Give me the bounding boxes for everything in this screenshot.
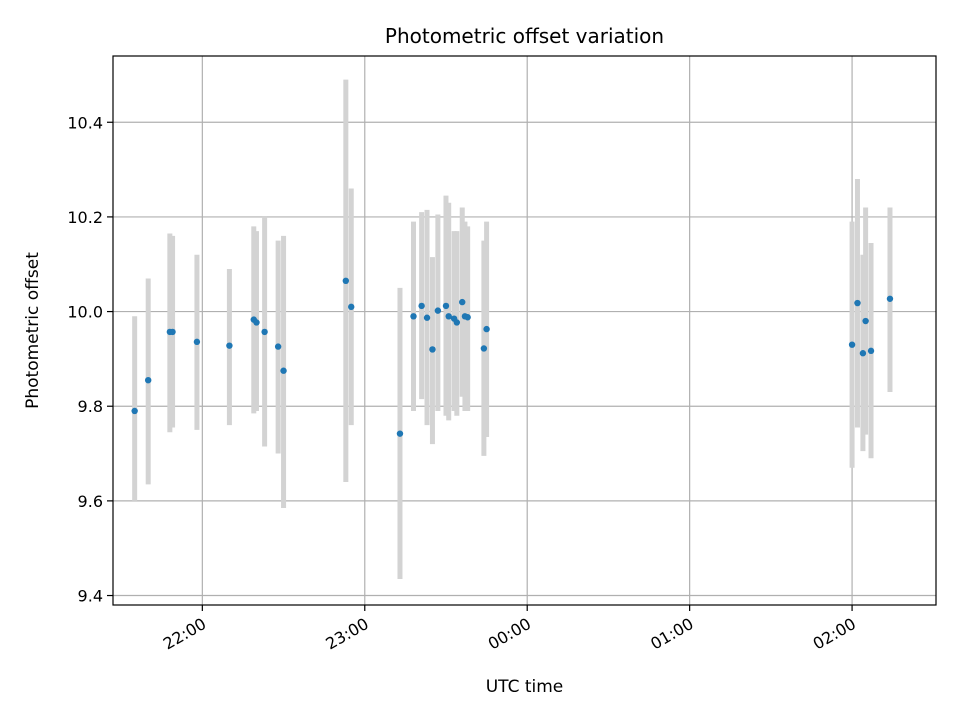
data-point	[859, 350, 867, 357]
y-tick-label: 10.0	[67, 303, 103, 322]
plot-area-frame	[112, 55, 937, 606]
x-axis-label: UTC time	[486, 677, 564, 697]
data-point	[169, 328, 176, 336]
data-points	[131, 277, 894, 437]
y-tick-label: 10.4	[67, 113, 103, 132]
data-point	[453, 319, 461, 326]
y-tick-label: 10.2	[67, 208, 103, 227]
chart-title: Photometric offset variation	[385, 24, 664, 48]
data-point	[396, 430, 404, 437]
data-point	[464, 314, 471, 321]
data-point	[131, 407, 138, 415]
data-point	[429, 346, 436, 353]
data-point	[434, 307, 442, 314]
data-point	[342, 277, 350, 285]
data-point	[274, 343, 282, 350]
data-point	[442, 302, 450, 310]
data-point	[261, 328, 268, 336]
y-axis-ticks: 9.4 9.6 9.8 10.0 10.2 10.4	[67, 113, 113, 606]
data-point	[854, 299, 861, 307]
data-point	[862, 317, 869, 325]
data-point	[886, 295, 894, 302]
data-point	[867, 347, 875, 355]
data-point	[483, 325, 490, 333]
data-point	[144, 376, 152, 384]
y-tick-label: 9.8	[78, 397, 103, 416]
y-tick-label: 9.4	[78, 587, 103, 606]
data-point	[253, 319, 260, 326]
data-point	[480, 345, 488, 352]
data-point	[226, 342, 233, 349]
y-tick-label: 9.6	[78, 492, 103, 511]
data-point	[459, 298, 466, 306]
data-point	[410, 313, 417, 320]
data-point	[445, 313, 452, 320]
data-point	[348, 303, 355, 311]
data-point	[280, 367, 287, 374]
y-axis-label: Photometric offset	[23, 252, 43, 409]
data-point	[848, 341, 856, 348]
data-point	[418, 302, 425, 310]
data-point	[423, 314, 431, 321]
data-point	[193, 338, 201, 346]
